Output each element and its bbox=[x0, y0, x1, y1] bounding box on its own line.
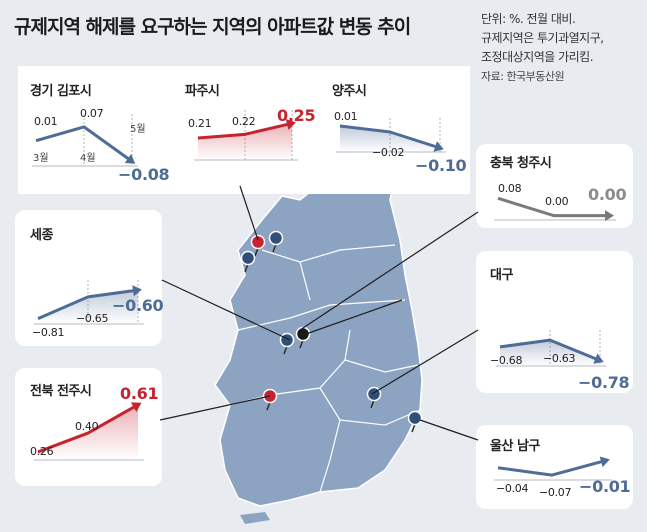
value-label-ulsan-1: −0.04 bbox=[496, 482, 529, 495]
chart-area-5 bbox=[500, 340, 600, 366]
chart-line-4 bbox=[37, 288, 139, 320]
chart-area-1 bbox=[198, 123, 292, 160]
value-label-paju-1: 0.21 bbox=[188, 117, 212, 130]
chart-notes: 단위: %. 전월 대비. 규제지역은 투기과열지구, 조정대상지역을 가리킴.… bbox=[481, 10, 643, 86]
value-label-gimpo-1: 0.01 bbox=[34, 115, 58, 128]
note-line-3: 조정대상지역을 가리킴. bbox=[481, 50, 594, 64]
panel-title-gimpo: 경기 김포시 bbox=[30, 84, 92, 99]
pin-marker-4 bbox=[279, 332, 295, 348]
value-label-cheongju-1: 0.08 bbox=[498, 182, 522, 195]
leader-line-1 bbox=[305, 299, 403, 335]
source-note: 자료: 한국부동산원 bbox=[481, 70, 565, 83]
chart-arrowhead-6 bbox=[130, 402, 142, 412]
leader-line-5 bbox=[161, 279, 291, 341]
value-label-ulsan-3: −0.01 bbox=[579, 477, 631, 496]
value-label-ulsan-2: −0.07 bbox=[539, 486, 572, 499]
panel-title-yangju: 양주시 bbox=[332, 84, 367, 99]
value-label-cheongju-3: 0.00 bbox=[588, 185, 627, 204]
chart-line-3 bbox=[497, 196, 610, 218]
chart-arrowhead-2 bbox=[433, 141, 444, 152]
value-label-jeonju-1: 0.26 bbox=[30, 445, 54, 458]
chart-title: 규제지역 해제를 요구하는 지역의 아파트값 변동 추이 bbox=[14, 16, 411, 38]
chart-line-0 bbox=[35, 125, 133, 163]
pin-stem-0 bbox=[254, 247, 259, 257]
value-label-yangju-3: −0.10 bbox=[415, 156, 467, 175]
note-line-1: 단위: %. 전월 대비. bbox=[481, 12, 576, 26]
panel-title-ulsan: 울산 남구 bbox=[490, 439, 540, 454]
value-label-daegu-1: −0.68 bbox=[490, 354, 523, 367]
pin-stem-1 bbox=[272, 243, 277, 253]
chart-line-2 bbox=[339, 124, 441, 150]
panel-title-sejong: 세종 bbox=[30, 228, 53, 243]
value-label-jeonju-2: 0.40 bbox=[75, 420, 99, 433]
pin-stem-4 bbox=[283, 345, 288, 355]
chart-arrowhead-0 bbox=[124, 154, 136, 164]
pin-stem-7 bbox=[411, 423, 416, 433]
leader-line-4 bbox=[419, 419, 479, 441]
value-label-gimpo-3: −0.08 bbox=[118, 165, 170, 184]
pin-stem-5 bbox=[266, 401, 271, 411]
chart-arrowhead-3 bbox=[605, 210, 614, 222]
jeju-island bbox=[240, 512, 270, 524]
panel-title-paju: 파주시 bbox=[185, 84, 220, 99]
leader-line-3 bbox=[159, 395, 271, 421]
province-borders bbox=[229, 244, 421, 493]
value-label-gimpo-2: 0.07 bbox=[80, 107, 104, 120]
pin-marker-2 bbox=[240, 250, 256, 266]
pin-stem-2 bbox=[244, 263, 249, 273]
value-label-yangju-1: 0.01 bbox=[334, 110, 358, 123]
pin-stem-3 bbox=[299, 339, 304, 349]
pin-marker-0 bbox=[250, 234, 266, 250]
value-label-cheongju-2: 0.00 bbox=[545, 195, 569, 208]
value-label-yangju-2: −0.02 bbox=[372, 146, 405, 159]
value-label-sejong-2: −0.65 bbox=[76, 312, 109, 325]
tick-label-apr: 4월 bbox=[80, 153, 96, 164]
chart-area-6 bbox=[38, 404, 138, 460]
chart-line-7 bbox=[497, 458, 607, 477]
tick-label-mar: 3월 bbox=[33, 153, 49, 164]
panel-title-cheongju: 충북 청주시 bbox=[490, 156, 552, 171]
chart-area-4 bbox=[38, 290, 138, 324]
chart-line-6 bbox=[37, 403, 139, 454]
chart-arrowhead-7 bbox=[599, 456, 610, 468]
pin-stem-6 bbox=[370, 399, 375, 409]
chart-line-1 bbox=[197, 121, 293, 140]
leader-line-2 bbox=[371, 329, 479, 395]
value-label-daegu-2: −0.63 bbox=[543, 352, 576, 365]
panel-north bbox=[18, 66, 470, 194]
chart-line-5 bbox=[499, 338, 601, 362]
note-line-2: 규제지역은 투기과열지구, bbox=[481, 31, 604, 45]
leader-line-6 bbox=[299, 211, 479, 331]
leader-line-0 bbox=[239, 185, 259, 241]
chart-arrowhead-4 bbox=[132, 285, 142, 297]
panel-title-jeonju: 전북 전주시 bbox=[30, 384, 92, 399]
panel-title-daegu: 대구 bbox=[490, 268, 513, 283]
value-label-jeonju-3: 0.61 bbox=[120, 384, 159, 403]
chart-arrowhead-1 bbox=[285, 119, 296, 130]
card-daegu bbox=[476, 251, 633, 393]
chart-area-2 bbox=[340, 126, 440, 152]
tick-label-may: 5월 bbox=[130, 124, 146, 135]
value-label-sejong-3: −0.60 bbox=[112, 296, 164, 315]
pin-marker-1 bbox=[268, 230, 284, 246]
value-label-sejong-1: −0.81 bbox=[32, 326, 65, 339]
chart-arrowhead-5 bbox=[593, 353, 604, 364]
pin-marker-7 bbox=[407, 410, 423, 426]
value-label-paju-2: 0.22 bbox=[232, 115, 256, 128]
value-label-paju-3: 0.25 bbox=[277, 106, 316, 125]
value-label-daegu-3: −0.78 bbox=[578, 373, 630, 392]
